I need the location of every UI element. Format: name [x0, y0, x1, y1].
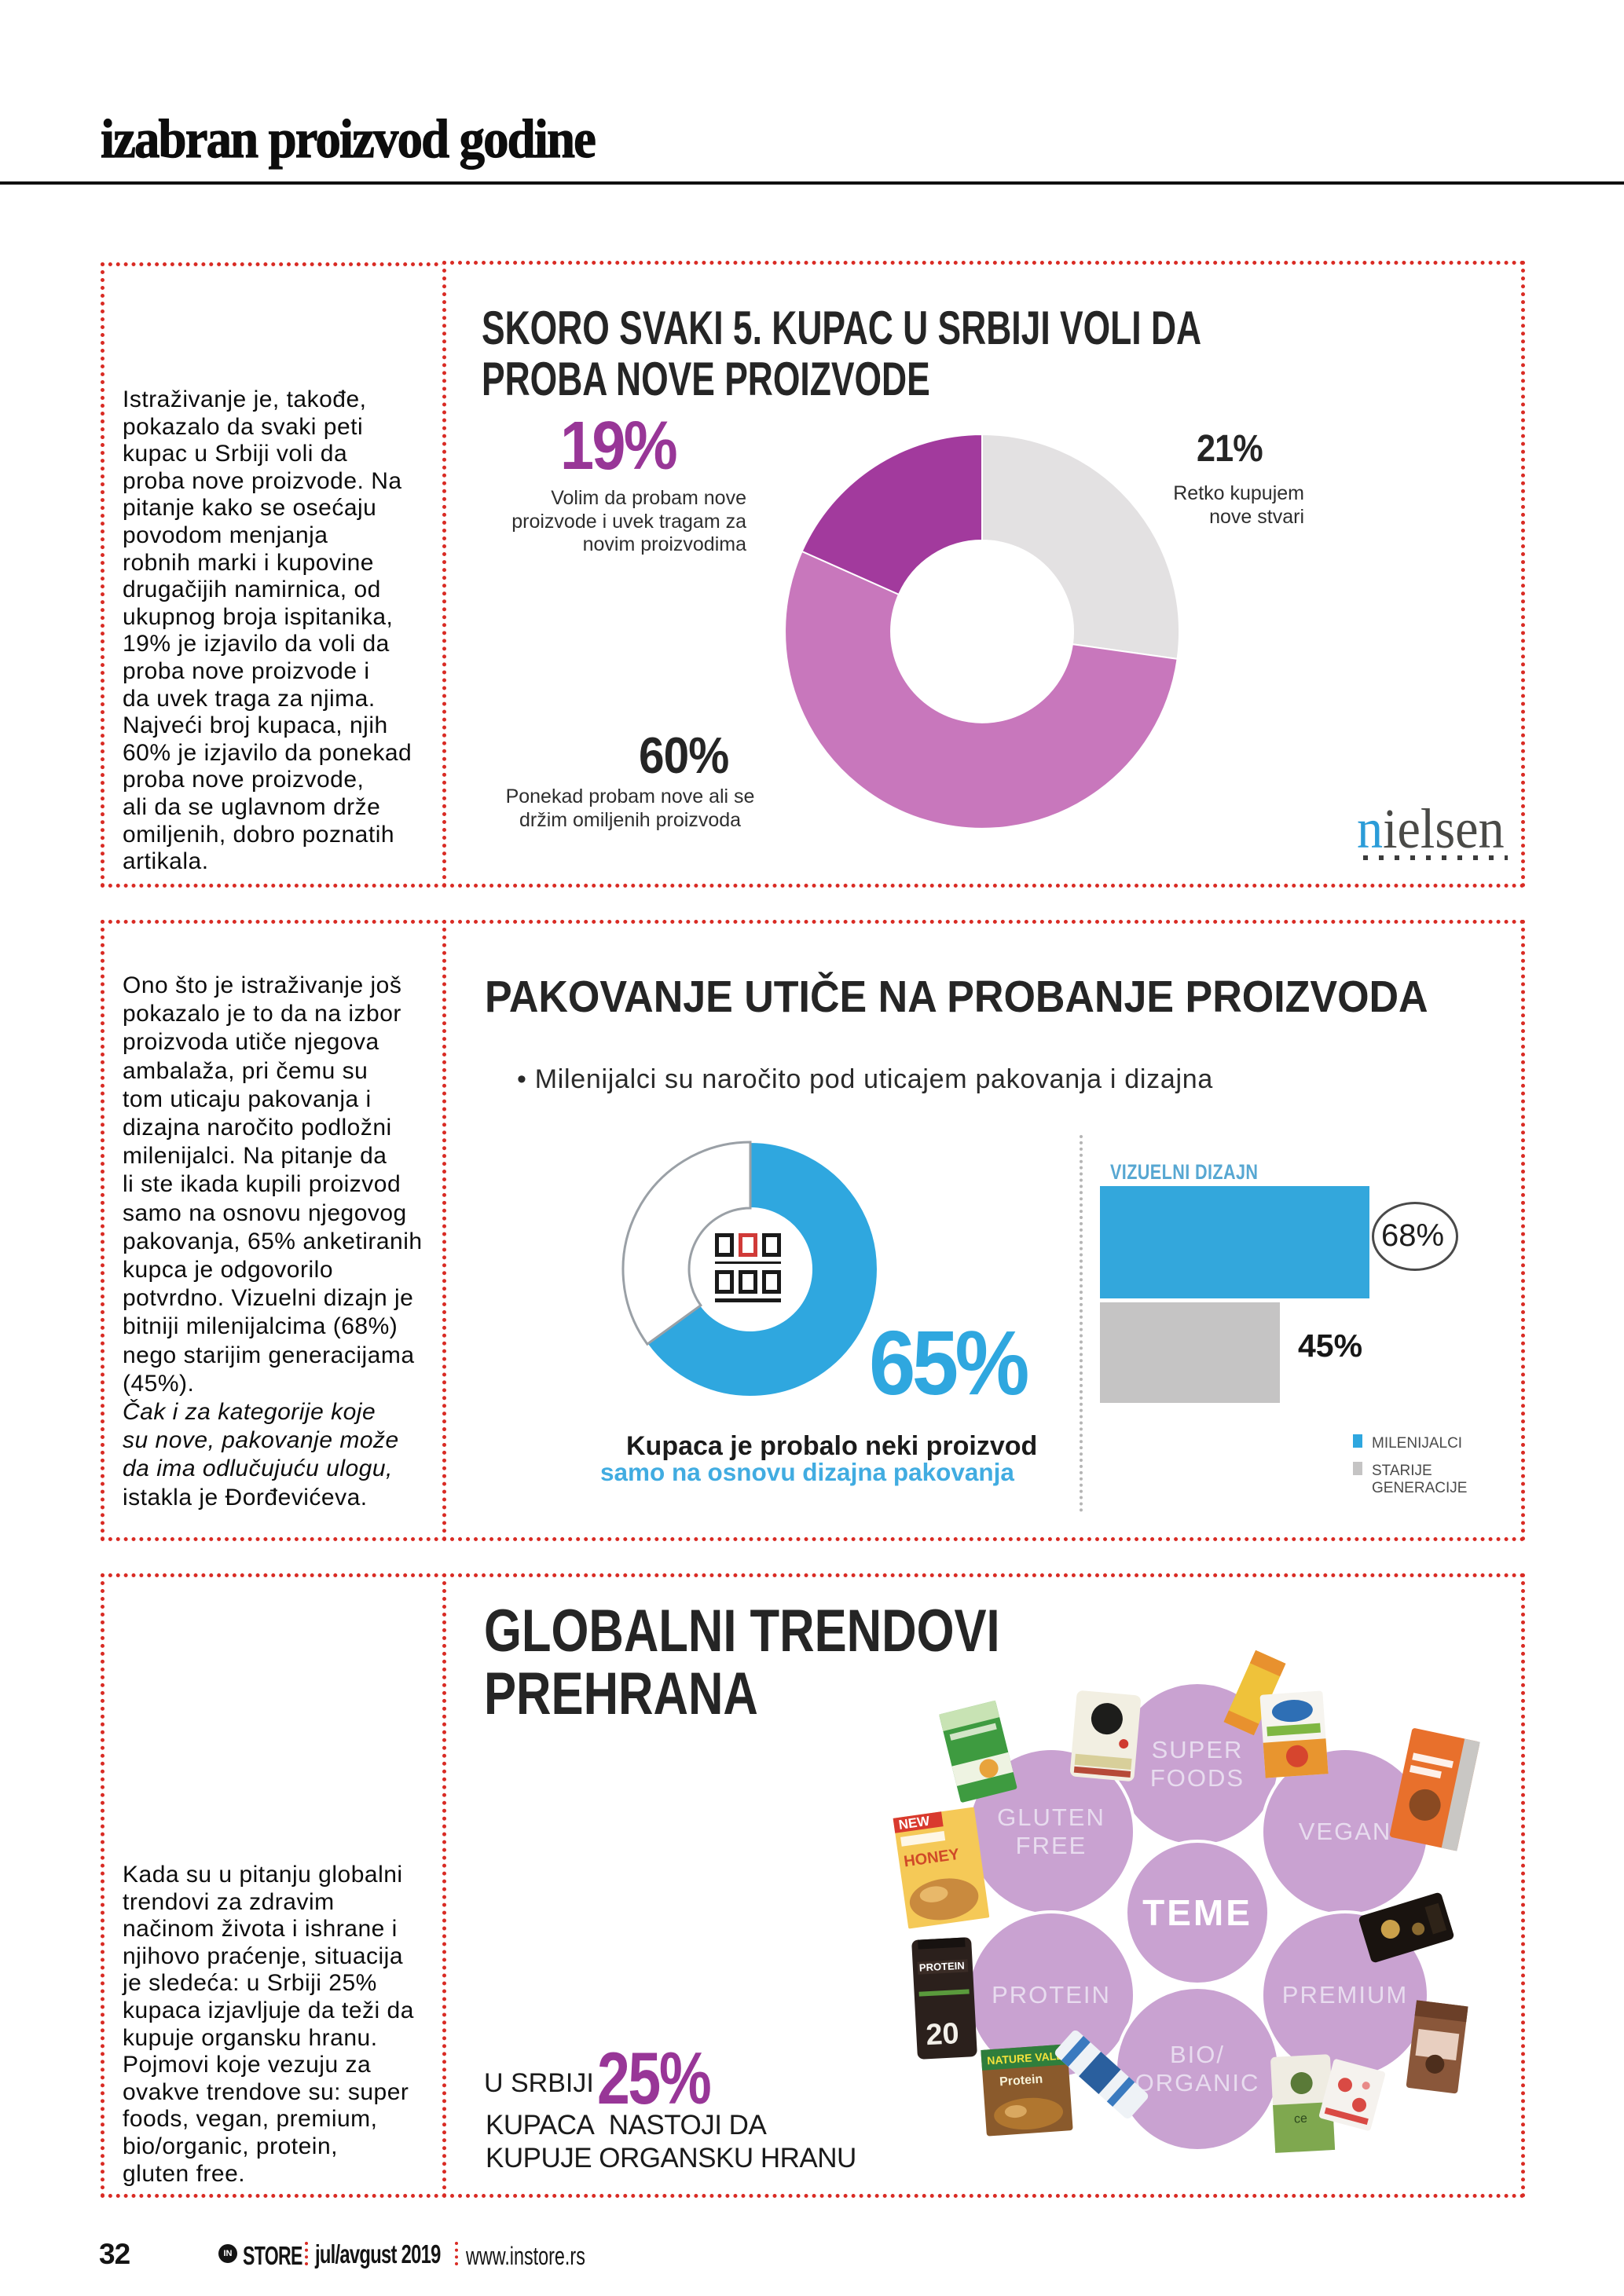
- svg-text:ce: ce: [1294, 2112, 1308, 2126]
- svg-text:PROTEIN: PROTEIN: [919, 1960, 966, 1974]
- svg-text:Protein: Protein: [999, 2073, 1043, 2089]
- svg-text:20: 20: [925, 2017, 959, 2052]
